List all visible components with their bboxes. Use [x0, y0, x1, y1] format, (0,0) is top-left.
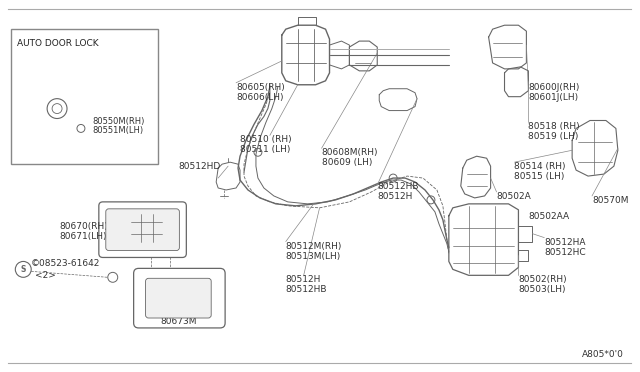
Text: 80608M(RH): 80608M(RH) — [321, 148, 378, 157]
Bar — [12, 29, 159, 164]
Text: 80609 (LH): 80609 (LH) — [321, 158, 372, 167]
Text: 80518 (RH): 80518 (RH) — [529, 122, 580, 131]
Text: 80502A: 80502A — [497, 192, 531, 201]
Text: 80512HB: 80512HB — [377, 182, 419, 191]
Text: 80673M: 80673M — [160, 317, 196, 326]
Text: 80605(RH): 80605(RH) — [236, 83, 285, 92]
Text: 80512H: 80512H — [377, 192, 413, 201]
Text: 80601J(LH): 80601J(LH) — [529, 93, 579, 102]
Text: 80551M(LH): 80551M(LH) — [93, 126, 144, 135]
FancyBboxPatch shape — [145, 278, 211, 318]
FancyBboxPatch shape — [106, 209, 179, 250]
Text: S: S — [20, 265, 26, 274]
Text: 80512M(RH): 80512M(RH) — [286, 241, 342, 251]
Text: <2>: <2> — [35, 271, 56, 280]
Text: 80513M(LH): 80513M(LH) — [286, 251, 341, 260]
Text: 80606(LH): 80606(LH) — [236, 93, 284, 102]
Text: 80514 (RH): 80514 (RH) — [515, 162, 566, 171]
Text: AUTO DOOR LOCK: AUTO DOOR LOCK — [17, 39, 99, 48]
Text: 80600J(RH): 80600J(RH) — [529, 83, 580, 92]
Text: 80512HD: 80512HD — [179, 162, 221, 171]
Text: 80512HA: 80512HA — [544, 238, 586, 247]
Text: 80512HC: 80512HC — [544, 247, 586, 257]
Text: 80503(LH): 80503(LH) — [518, 285, 566, 294]
Text: 80512HB: 80512HB — [286, 285, 327, 294]
Text: 80519 (LH): 80519 (LH) — [529, 132, 579, 141]
Text: 80570M: 80570M — [592, 196, 628, 205]
Text: 80671(LH): 80671(LH) — [59, 232, 107, 241]
Text: 80512H: 80512H — [286, 275, 321, 284]
FancyBboxPatch shape — [99, 202, 186, 257]
Text: 80515 (LH): 80515 (LH) — [515, 172, 565, 181]
Text: A805*0'0: A805*0'0 — [582, 350, 624, 359]
Text: 80670(RH): 80670(RH) — [59, 222, 108, 231]
Text: ©08523-61642: ©08523-61642 — [31, 259, 100, 269]
Text: 80502AA: 80502AA — [529, 212, 570, 221]
Text: 80510 (RH): 80510 (RH) — [240, 135, 292, 144]
Text: 80550M(RH): 80550M(RH) — [93, 116, 145, 125]
Text: 80511 (LH): 80511 (LH) — [240, 145, 291, 154]
Text: 80502(RH): 80502(RH) — [518, 275, 567, 284]
FancyBboxPatch shape — [134, 268, 225, 328]
